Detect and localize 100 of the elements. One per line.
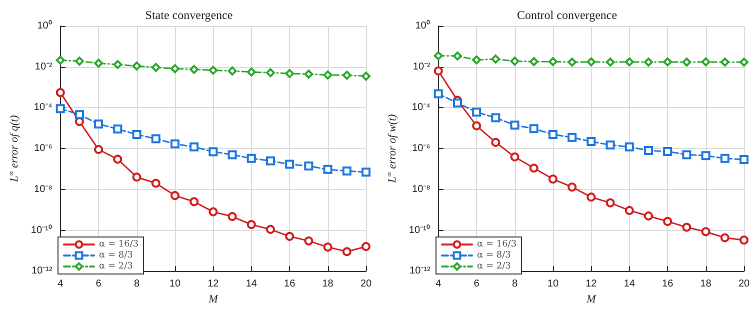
x-tick-label: 12 — [208, 278, 220, 290]
point — [285, 160, 294, 169]
point — [491, 138, 500, 147]
point — [246, 220, 256, 230]
x-tick-label: 20 — [738, 278, 750, 290]
point — [208, 66, 218, 75]
point — [510, 120, 520, 130]
point — [529, 124, 538, 134]
point — [208, 207, 218, 216]
x-axis-title: M — [586, 294, 597, 306]
point — [606, 198, 615, 208]
point — [606, 58, 615, 67]
x-tick-label: 10 — [547, 278, 559, 290]
point — [304, 161, 314, 170]
x-tick-label: 4 — [58, 278, 64, 290]
x-tick-label: 6 — [474, 278, 480, 290]
point — [740, 58, 748, 67]
point — [720, 154, 730, 163]
point — [548, 57, 558, 66]
point — [323, 70, 332, 80]
point — [701, 151, 710, 160]
point — [586, 137, 596, 146]
point — [323, 164, 332, 174]
point — [362, 242, 370, 252]
y-tick-label: 10⁰ — [415, 20, 430, 32]
x-tick-label: 18 — [322, 278, 334, 290]
point — [644, 211, 653, 220]
x-tick-label: 16 — [284, 278, 296, 290]
point — [568, 132, 577, 142]
point — [740, 155, 748, 164]
point — [740, 236, 748, 245]
point — [452, 51, 462, 60]
point — [342, 166, 352, 176]
point — [151, 134, 160, 144]
point — [304, 70, 314, 79]
point — [362, 72, 370, 81]
point — [568, 182, 577, 192]
point — [472, 108, 482, 117]
point — [510, 56, 520, 66]
point — [266, 68, 275, 78]
x-tick-label: 8 — [134, 278, 140, 290]
point — [548, 130, 558, 139]
y-tick-label: 10⁻⁴ — [412, 102, 430, 114]
point — [170, 64, 180, 74]
y-tick-label: 10⁻¹⁰ — [408, 224, 430, 236]
point — [208, 147, 218, 156]
point — [151, 62, 160, 72]
point — [701, 227, 710, 236]
point — [663, 57, 672, 66]
y-tick-label: 10⁻² — [412, 61, 432, 72]
y-tick-label: 10⁻² — [34, 61, 54, 72]
point — [56, 56, 65, 65]
point — [682, 150, 692, 160]
y-tick-label: 10⁻⁸ — [412, 184, 430, 195]
point — [529, 57, 538, 66]
point — [132, 172, 142, 182]
y-tick-label: 10⁰ — [37, 20, 52, 32]
y-tick-label: 10⁻¹² — [410, 266, 432, 277]
point — [266, 156, 275, 166]
point — [548, 174, 558, 184]
point — [452, 98, 462, 108]
point — [323, 242, 332, 252]
point — [170, 191, 180, 200]
x-tick-label: 14 — [624, 278, 636, 290]
point — [586, 192, 596, 202]
chart-title: State convergence — [145, 8, 233, 22]
point — [228, 150, 237, 160]
chart-title: Control convergence — [516, 8, 618, 22]
point — [644, 146, 653, 156]
legend-label: α = 16/3 — [477, 240, 517, 250]
point — [529, 164, 538, 173]
point — [510, 152, 520, 162]
point — [132, 62, 142, 71]
point — [624, 57, 634, 66]
point — [266, 224, 275, 234]
point — [190, 64, 199, 74]
x-tick-label: 16 — [662, 278, 674, 290]
point — [74, 56, 84, 66]
point — [94, 144, 104, 154]
point — [342, 247, 352, 256]
point — [434, 51, 443, 60]
y-tick-label: 10⁻⁶ — [412, 143, 430, 154]
x-tick-label: 18 — [700, 278, 712, 290]
x-tick-label: 8 — [512, 278, 518, 290]
point — [682, 222, 692, 232]
point — [74, 110, 84, 120]
point — [624, 142, 634, 152]
point — [56, 104, 65, 114]
point — [285, 232, 294, 241]
point — [720, 233, 730, 242]
point — [682, 58, 692, 67]
legend-label: α = 2/3 — [99, 262, 134, 272]
point — [190, 197, 199, 206]
y-tick-label: 10⁻¹² — [32, 266, 54, 277]
legend-label: α = 8/3 — [99, 250, 134, 260]
x-tick-label: 12 — [586, 278, 598, 290]
point — [56, 88, 65, 98]
point — [362, 168, 370, 177]
point — [228, 66, 237, 76]
point — [113, 154, 122, 164]
